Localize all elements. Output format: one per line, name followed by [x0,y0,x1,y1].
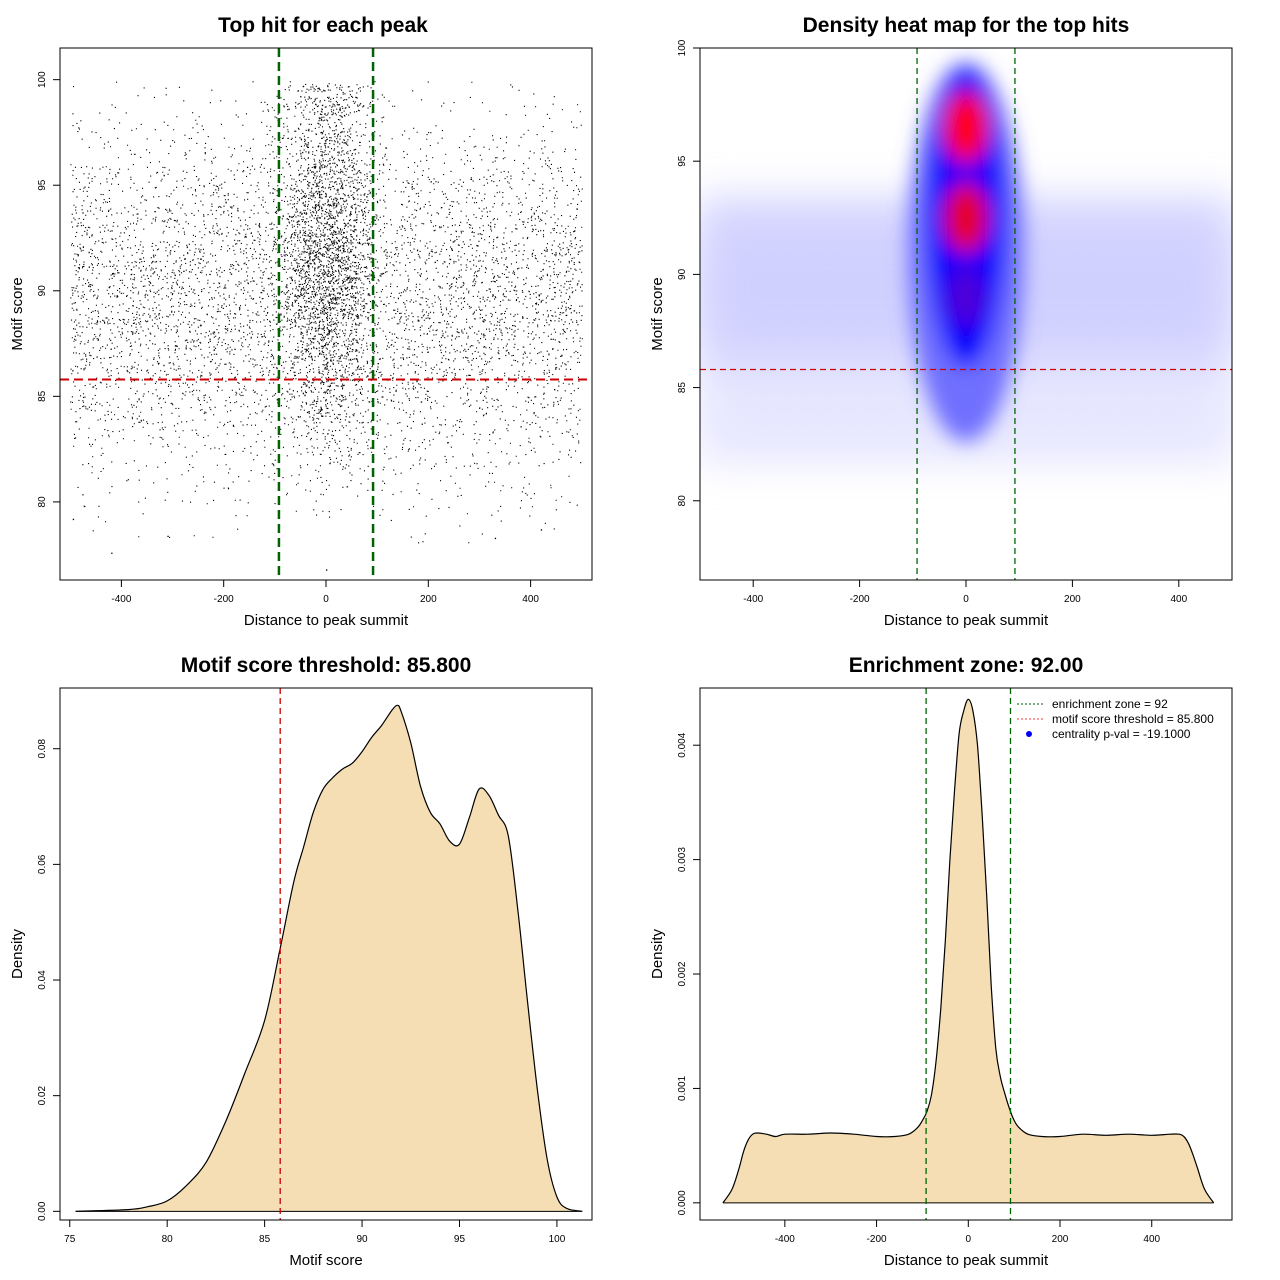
density-fill [722,699,1214,1203]
distance-density-y-axis: 0.000 0.001 0.002 0.003 0.004 [677,732,701,1215]
x-tick-label: -200 [214,594,234,605]
distance-density-reference-lines [925,688,1012,1220]
x-tick-label: 400 [522,594,539,605]
legend-label-enrichment-zone: enrichment zone = 92 [1052,697,1168,711]
x-tick-label: 200 [420,594,437,605]
y-tick-label: 90 [37,285,48,297]
x-tick-label: 75 [64,1234,76,1245]
y-tick-label: 95 [37,179,48,191]
y-tick-label: 0.06 [37,854,48,874]
panel-heatmap: Density heat map for the top hits -400 -2… [649,14,1233,629]
distance-density-y-axis-label: Density [649,928,666,979]
score-density-title: Motif score threshold: 85.800 [181,654,472,677]
scatter-reference-lines [60,48,592,580]
heatmap-core-density [908,61,1024,442]
scatter-title: Top hit for each peak [218,14,428,37]
x-tick-label: 200 [1064,594,1081,605]
y-tick-label: 80 [677,495,688,507]
heatmap-hotspot [946,266,986,328]
heatmap-reference-lines [700,48,1232,580]
y-tick-label: 90 [677,268,688,280]
heatmap-title: Density heat map for the top hits [803,14,1130,37]
chart-legend: enrichment zone = 92 motif score thresho… [1017,697,1214,741]
heatmap-x-axis: -400 -200 0 200 400 [743,579,1188,605]
score-density-area [75,704,583,1212]
x-tick-label: -200 [867,1234,887,1245]
scatter-x-axis-label: Distance to peak summit [244,612,409,629]
heatmap-hotspot [944,183,988,253]
y-tick-label: 0.001 [677,1075,688,1100]
y-tick-label: 0.02 [37,1086,48,1106]
y-tick-label: 0.08 [37,739,48,759]
panel-distance-density: Enrichment zone: 92.00 -400 -200 0 200 400 0… [649,654,1233,1269]
x-tick-label: 0 [323,594,329,605]
x-tick-label: 80 [162,1234,174,1245]
score-density-x-axis-label: Motif score [289,1252,362,1269]
x-tick-label: 100 [549,1234,566,1245]
x-tick-label: -400 [775,1234,795,1245]
scatter-y-axis-label: Motif score [9,277,26,350]
x-tick-label: 95 [454,1234,466,1245]
heatmap-y-axis-label: Motif score [649,277,666,350]
x-tick-label: 0 [963,594,969,605]
y-tick-label: 85 [37,390,48,402]
score-density-y-axis-label: Density [9,928,26,979]
y-tick-label: 0.003 [677,847,688,872]
heatmap-y-axis: 80 85 90 95 100 [677,39,701,507]
density-fill [75,705,583,1212]
y-tick-label: 80 [37,496,48,508]
x-tick-label: 0 [966,1234,972,1245]
density-curve [722,698,1215,1204]
scatter-x-axis: -400 -200 0 200 400 [111,579,539,605]
x-tick-label: 400 [1170,594,1187,605]
heatmap-x-axis-label: Distance to peak summit [884,612,1049,629]
distance-density-x-axis: -400 -200 0 200 400 [775,1219,1161,1245]
x-tick-label: 85 [259,1234,271,1245]
density-curve [75,704,583,1212]
score-density-x-axis: 75 80 85 90 95 100 [64,1219,566,1245]
y-tick-label: 100 [37,71,48,88]
score-density-y-axis: 0.00 0.02 0.04 0.06 0.08 [37,739,61,1221]
y-tick-label: 0.000 [677,1190,688,1215]
x-tick-label: -400 [743,594,763,605]
scatter-points [70,81,583,571]
scatter-y-axis: 80 85 90 95 100 [37,71,61,508]
y-tick-label: 95 [677,155,688,167]
y-tick-label: 0.04 [37,970,48,990]
distance-density-x-axis-label: Distance to peak summit [884,1252,1049,1269]
legend-label-centrality-pval: centrality p-val = -19.1000 [1052,727,1191,741]
distance-density-area [722,698,1215,1204]
y-tick-label: 85 [677,382,688,394]
panel-score-density: Motif score threshold: 85.800 75 80 85 90 95… [9,654,593,1269]
x-tick-label: 400 [1143,1234,1160,1245]
y-tick-label: 100 [677,39,688,56]
legend-label-motif-threshold: motif score threshold = 85.800 [1052,712,1214,726]
heatmap-haze-cell [1195,350,1232,471]
y-tick-label: 0.002 [677,961,688,986]
legend-swatch-centrality-pval [1026,731,1032,737]
heatmap-density [700,48,1232,580]
panel-scatter: Top hit for each peak -400 -200 0 200 400 80… [9,14,593,629]
heatmap-haze-cell [1193,190,1232,381]
x-tick-label: 90 [356,1234,368,1245]
x-tick-label: -200 [850,594,870,605]
scatter-point-cloud [70,81,583,571]
heatmap-hotspot [944,91,988,164]
distance-density-title: Enrichment zone: 92.00 [849,654,1084,677]
x-tick-label: -400 [111,594,131,605]
y-tick-label: 0.004 [677,732,688,757]
y-tick-label: 0.00 [37,1201,48,1221]
x-tick-label: 200 [1052,1234,1069,1245]
